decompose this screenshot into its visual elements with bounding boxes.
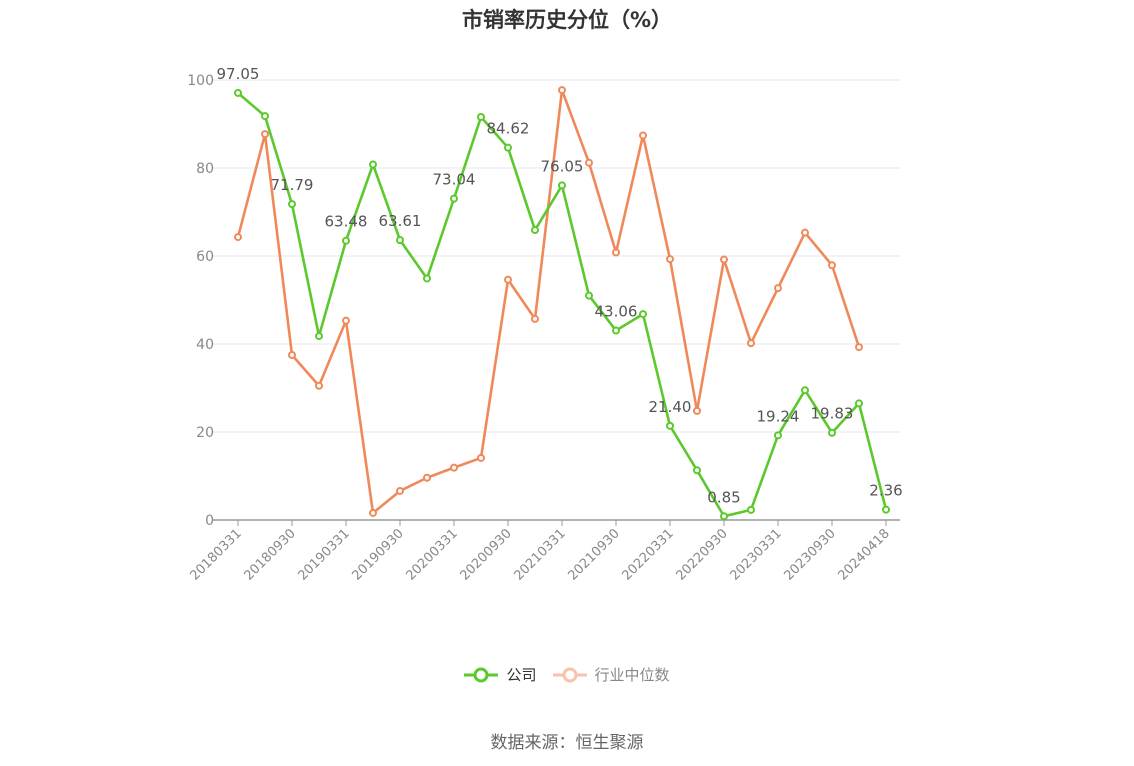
industry-point <box>477 453 485 462</box>
company-point <box>369 160 377 169</box>
industry-point <box>612 248 620 257</box>
company-point <box>288 200 296 209</box>
series-company <box>234 88 890 521</box>
series-industry <box>234 86 863 517</box>
industry-point <box>531 314 539 323</box>
industry-point <box>855 343 863 352</box>
data-label: 19.24 <box>757 407 800 425</box>
data-label: 97.05 <box>217 65 260 83</box>
company-point <box>612 326 620 335</box>
industry-point <box>585 158 593 167</box>
company-point <box>450 194 458 203</box>
company-point <box>855 399 863 408</box>
industry-point <box>396 486 404 495</box>
y-tick-label: 60 <box>196 249 214 265</box>
x-tick-label: 20220930 <box>673 526 730 583</box>
y-tick-label: 40 <box>196 337 214 353</box>
y-tick-label: 0 <box>205 513 214 529</box>
company-point <box>261 112 269 121</box>
company-point <box>666 421 674 430</box>
data-label: 63.48 <box>325 213 368 231</box>
grid-lines <box>212 79 900 433</box>
company-point <box>693 466 701 475</box>
source-note: 数据来源：恒生聚源 <box>490 733 644 753</box>
company-point <box>315 332 323 341</box>
industry-point <box>369 508 377 517</box>
data-label: 0.85 <box>707 488 740 506</box>
company-point <box>720 512 728 521</box>
data-label: 2.36 <box>869 482 902 500</box>
industry-point <box>342 316 350 325</box>
x-tick-label: 20190331 <box>295 526 352 583</box>
company-point <box>342 236 350 245</box>
company-point <box>828 428 836 437</box>
company-point <box>396 236 404 245</box>
x-tick-label: 20240418 <box>835 526 892 583</box>
industry-point <box>801 228 809 237</box>
x-tick-label: 20190930 <box>349 526 406 583</box>
industry-point <box>774 284 782 293</box>
data-label: 21.40 <box>649 398 692 416</box>
x-tick-label: 20180331 <box>187 526 244 583</box>
x-tick-label: 20180930 <box>241 526 298 583</box>
industry-point <box>315 381 323 390</box>
y-tick-label: 20 <box>196 425 214 441</box>
industry-point <box>423 473 431 482</box>
legend-label-industry: 行业中位数 <box>594 666 670 684</box>
data-label: 71.79 <box>271 176 314 194</box>
company-point <box>747 505 755 514</box>
industry-point <box>261 130 269 139</box>
x-tick-label: 20200331 <box>403 526 460 583</box>
data-label: 63.61 <box>379 212 422 230</box>
legend-label-company: 公司 <box>506 666 537 684</box>
x-tick-label: 20230930 <box>781 526 838 583</box>
company-point <box>423 274 431 283</box>
industry-point <box>234 233 242 242</box>
data-labels: 97.05 71.79 63.48 63.61 73.04 84.62 76.05 43.06… <box>217 65 903 506</box>
data-label: 76.05 <box>541 157 584 175</box>
x-tick-label: 20230331 <box>727 526 784 583</box>
industry-point <box>558 86 566 95</box>
company-point <box>774 431 782 440</box>
series-lines <box>234 86 890 521</box>
data-label: 73.04 <box>433 171 476 189</box>
company-point <box>639 310 647 319</box>
chart-title: 市销率历史分位（%） <box>461 8 673 32</box>
industry-line <box>236 88 861 515</box>
company-point <box>558 181 566 190</box>
legend-industry-marker-icon <box>552 667 587 682</box>
company-point <box>234 88 242 97</box>
company-point <box>585 291 593 300</box>
industry-point <box>639 131 647 140</box>
company-point <box>882 505 890 514</box>
company-point <box>477 112 485 121</box>
legend-item-company[interactable]: 公司 <box>464 664 537 685</box>
data-label: 43.06 <box>595 303 638 321</box>
industry-point <box>747 339 755 348</box>
data-label: 19.83 <box>811 405 854 423</box>
x-tick-label: 20210331 <box>511 526 568 583</box>
company-point <box>504 143 512 152</box>
industry-point <box>720 255 728 264</box>
axes: 0 20 40 60 80 100 2018033120180930201903312019… <box>187 73 900 584</box>
company-point <box>801 386 809 395</box>
legend-item-industry[interactable]: 行业中位数 <box>552 664 670 685</box>
y-tick-label: 100 <box>187 73 214 89</box>
x-tick-label: 20200930 <box>457 526 514 583</box>
industry-point <box>504 275 512 284</box>
company-point <box>531 226 539 235</box>
data-label: 84.62 <box>487 120 530 138</box>
industry-point <box>693 406 701 415</box>
industry-point <box>666 255 674 264</box>
x-tick-label: 20220331 <box>619 526 676 583</box>
industry-point <box>828 261 836 270</box>
industry-point <box>288 351 296 359</box>
x-tick-label: 20210930 <box>565 526 622 583</box>
legend: 公司 行业中位数 <box>0 664 1134 685</box>
industry-point <box>450 463 458 472</box>
y-tick-label: 80 <box>196 161 214 177</box>
legend-company-marker-icon <box>464 667 499 682</box>
